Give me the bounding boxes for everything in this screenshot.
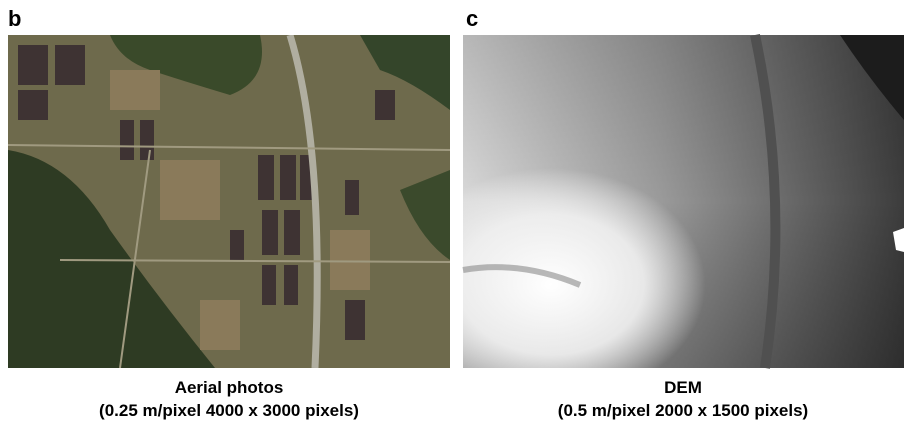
caption-detail: (0.5 m/pixel 2000 x 1500 pixels) bbox=[558, 401, 808, 420]
figure: b c Aerial photos ( bbox=[0, 0, 904, 430]
panel-label: c bbox=[466, 6, 478, 31]
dem-image bbox=[463, 35, 904, 368]
caption-title: Aerial photos bbox=[175, 378, 284, 397]
panel-label: b bbox=[8, 6, 21, 31]
caption-title: DEM bbox=[664, 378, 702, 397]
aerial-photo bbox=[8, 35, 450, 368]
caption-detail: (0.25 m/pixel 4000 x 3000 pixels) bbox=[99, 401, 359, 420]
